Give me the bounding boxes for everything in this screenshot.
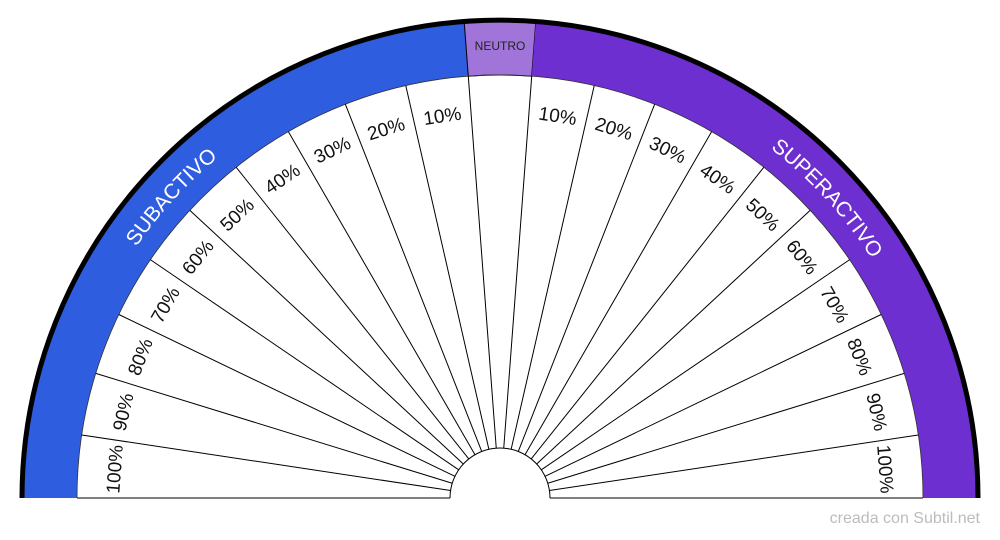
sector-line xyxy=(510,85,595,450)
inner-arc xyxy=(76,74,924,498)
sector-line xyxy=(150,259,459,471)
credit-text: creada con Subtil.net xyxy=(829,510,980,527)
neutro-label: NEUTRO xyxy=(475,39,526,53)
left-sector-label-1: 10% xyxy=(422,104,463,130)
center-hub xyxy=(449,447,551,499)
sector-lines xyxy=(76,74,924,499)
sector-line xyxy=(544,314,882,477)
sector-line xyxy=(235,167,470,460)
sector-line xyxy=(95,372,453,484)
sector-line xyxy=(547,372,905,484)
right-sector-label-2: 20% xyxy=(592,114,635,145)
right-sector-label-9: 90% xyxy=(861,391,890,433)
sector-line xyxy=(118,314,456,477)
subactivo-band xyxy=(22,21,469,498)
sector-line xyxy=(549,434,919,492)
outer-rim xyxy=(19,17,981,499)
sector-line xyxy=(288,131,476,455)
sector-line xyxy=(541,259,850,471)
left-sector-label-4: 40% xyxy=(261,160,304,199)
sector-line xyxy=(344,104,483,452)
superactivo-band xyxy=(531,21,978,498)
left-sector-label-8: 80% xyxy=(124,336,157,379)
right-sector-label-1: 10% xyxy=(537,104,578,130)
left-sector-label-10: 100% xyxy=(103,444,128,494)
left-sector-label-2: 20% xyxy=(365,114,408,145)
sector-line xyxy=(467,76,497,449)
right-sector-label-5: 50% xyxy=(741,195,783,236)
left-sector-label-6: 60% xyxy=(179,236,219,279)
right-sector-label-7: 70% xyxy=(815,284,852,328)
sector-line xyxy=(536,209,811,465)
sector-line xyxy=(81,434,451,492)
sector-line xyxy=(530,167,765,460)
sector-line xyxy=(405,85,490,450)
right-sector-label-4: 40% xyxy=(696,160,739,199)
left-sector-label-5: 50% xyxy=(217,195,259,236)
right-sector-label-8: 80% xyxy=(842,336,875,379)
sector-line xyxy=(524,131,712,455)
sector-line xyxy=(503,76,533,449)
label-bands xyxy=(19,17,981,499)
right-sector-label-3: 30% xyxy=(646,133,689,168)
sector-line xyxy=(517,104,656,452)
left-sector-label-7: 70% xyxy=(148,283,185,327)
left-sector-label-3: 30% xyxy=(311,133,354,168)
left-sector-label-9: 90% xyxy=(110,391,139,433)
sector-line xyxy=(189,209,464,465)
right-sector-label-6: 60% xyxy=(781,236,821,279)
right-sector-label-10: 100% xyxy=(872,444,897,494)
